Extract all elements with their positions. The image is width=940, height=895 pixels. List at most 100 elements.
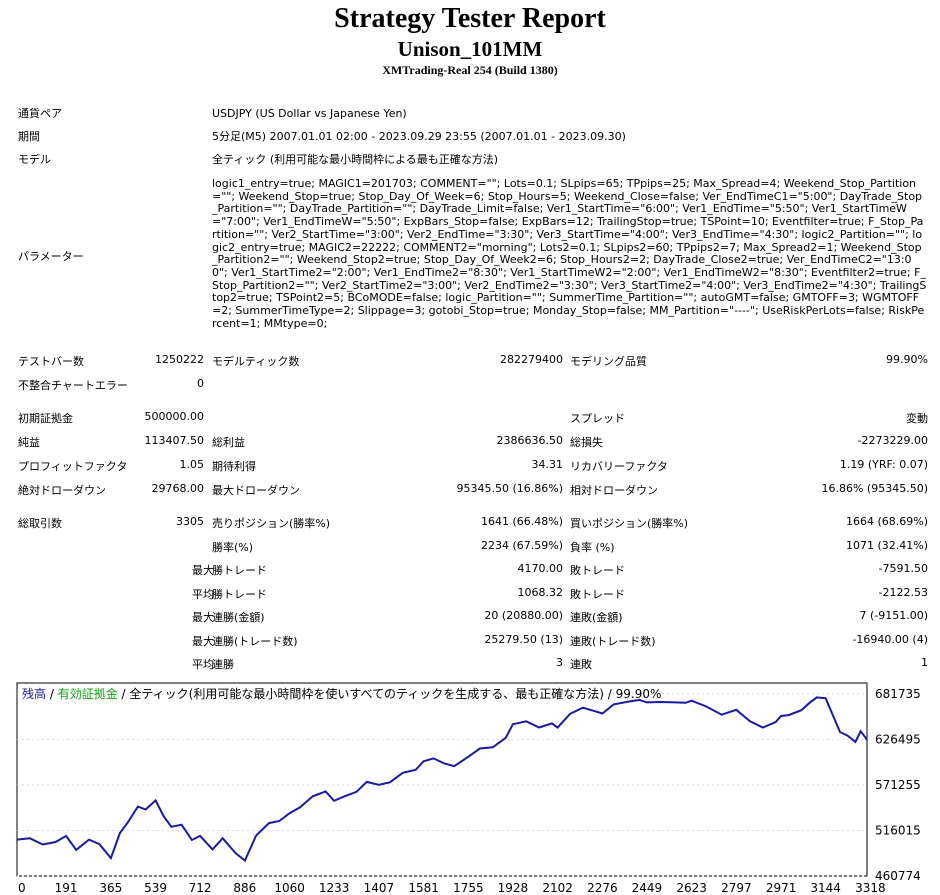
x-tick-label: 712 xyxy=(189,881,212,894)
avg-consec-losses-value: 1 xyxy=(921,656,928,669)
net-profit-value: 113407.50 xyxy=(144,434,205,447)
spread-value: 変動 xyxy=(906,412,928,425)
expected-payoff-value: 34.31 xyxy=(531,458,564,471)
symbol-label: 通貨ペア xyxy=(18,107,62,120)
bars-label: テストバー数 xyxy=(18,355,84,368)
average-loss-label: 敗トレード xyxy=(570,588,625,601)
loss-rate-value: 1071 (32.41%) xyxy=(845,539,928,552)
consec-losses-amount-value: 7 (-9151.00) xyxy=(859,609,928,622)
average-win-label: 勝トレード xyxy=(212,588,267,601)
stats-row-consec-count: 最大 連勝(トレード数) 25279.50 (13) 連敗(トレード数) -16… xyxy=(18,633,928,648)
legend-separator-1: / xyxy=(46,687,58,701)
avg-consec-losses-label: 連敗 xyxy=(570,658,592,671)
total-trades-label: 総取引数 xyxy=(18,517,62,530)
recovery-factor-label: リカバリーファクタ xyxy=(570,460,668,473)
stats-row-winrate: 勝率(%) 2234 (67.59%) 負率 (%) 1071 (32.41%) xyxy=(18,539,928,554)
x-tick-label: 2797 xyxy=(721,881,752,894)
stats-row-drawdown: 絶対ドローダウン 29768.00 最大ドローダウン 95345.50 (16.… xyxy=(18,482,928,497)
stats-row-largest: 最大 勝トレード 4170.00 敗トレード -7591.50 xyxy=(18,562,928,577)
plot-frame xyxy=(16,682,868,877)
server-build: XMTrading-Real 254 (Build 1380) xyxy=(382,63,558,77)
largest-win-label: 勝トレード xyxy=(212,564,267,577)
net-profit-label: 純益 xyxy=(18,436,40,449)
x-tick-label: 191 xyxy=(55,881,78,894)
report-header: Strategy Tester Report Unison_101MM XMTr… xyxy=(0,2,940,78)
x-tick-label: 1060 xyxy=(274,881,305,894)
params-label: パラメーター xyxy=(18,250,84,263)
x-tick-label: 1233 xyxy=(319,881,350,894)
abs-drawdown-value: 29768.00 xyxy=(151,482,205,495)
average-loss-value: -2122.53 xyxy=(878,586,928,599)
gross-profit-label: 総利益 xyxy=(212,436,245,449)
consec-losses-amount-label: 連敗(金額) xyxy=(570,611,623,624)
consec-losses-count-value: -16940.00 (4) xyxy=(852,633,928,646)
report-title: Strategy Tester Report xyxy=(334,3,606,34)
spread-label: スプレッド xyxy=(570,412,625,425)
model-label: モデル xyxy=(18,153,51,166)
profit-factor-value: 1.05 xyxy=(179,458,205,471)
model-value: 全ティック (利用可能な最小時間枠による最も正確な方法) xyxy=(212,153,499,166)
legend-balance: 残高 xyxy=(22,686,46,701)
x-tick-label: 2276 xyxy=(587,881,618,894)
balance-chart-svg: 681735 626495 571255 516015 460774 0 191 365 53… xyxy=(16,682,921,895)
balance-chart: 681735 626495 571255 516015 460774 0 191 365 53… xyxy=(16,682,936,895)
max-consec-count-prefix: 最大 xyxy=(192,635,214,648)
deposit-value: 500000.00 xyxy=(144,410,205,423)
stats-row-profit: 純益 113407.50 総利益 2386636.50 総損失 -2273229… xyxy=(18,434,928,449)
ticks-value: 282279400 xyxy=(500,353,563,366)
largest-win-value: 4170.00 xyxy=(517,562,564,575)
x-tick-label: 0 xyxy=(18,881,26,894)
x-tick-label: 886 xyxy=(233,881,256,894)
max-consec-amount-prefix: 最大 xyxy=(192,611,214,624)
gross-loss-value: -2273229.00 xyxy=(857,434,928,447)
stats-row-consec-amount: 最大 連勝(金額) 20 (20880.00) 連敗(金額) 7 (-9151.… xyxy=(18,609,928,624)
period-label: 期間 xyxy=(18,130,40,143)
expected-payoff-label: 期待利得 xyxy=(212,460,256,473)
y-tick-label: 681735 xyxy=(875,687,921,701)
x-tick-label: 2971 xyxy=(766,881,797,894)
x-tick-label: 2623 xyxy=(676,881,707,894)
stats-row-average: 平均 勝トレード 1068.32 敗トレード -2122.53 xyxy=(18,586,928,601)
x-tick-label: 1581 xyxy=(408,881,439,894)
y-axis-ticks: 681735 626495 571255 516015 460774 xyxy=(875,687,921,883)
x-tick-label: 3144 xyxy=(810,881,841,894)
average-win-value: 1068.32 xyxy=(517,586,564,599)
average-prefix: 平均 xyxy=(192,588,214,601)
balance-series-line xyxy=(16,696,868,863)
x-tick-label: 365 xyxy=(99,881,122,894)
x-tick-label: 2449 xyxy=(632,881,663,894)
y-tick-label: 626495 xyxy=(875,732,921,746)
x-tick-label: 539 xyxy=(144,881,167,894)
x-tick-label: 3318 xyxy=(855,881,886,894)
errors-value: 0 xyxy=(197,377,204,390)
long-positions-label: 買いポジション(勝率%) xyxy=(570,517,689,530)
quality-value: 99.90% xyxy=(886,353,928,366)
y-tick-label: 460774 xyxy=(875,869,921,883)
total-trades-value: 3305 xyxy=(176,515,204,528)
rel-drawdown-value: 16.86% (95345.50) xyxy=(821,482,928,495)
x-tick-label: 1407 xyxy=(364,881,395,894)
max-drawdown-value: 95345.50 (16.86%) xyxy=(456,482,563,495)
x-tick-label: 1755 xyxy=(453,881,484,894)
largest-loss-label: 敗トレード xyxy=(570,564,625,577)
symbol-value: USDJPY (US Dollar vs Japanese Yen) xyxy=(212,107,407,120)
short-positions-value: 1641 (66.48%) xyxy=(480,515,563,528)
stats-row-deposit: 初期証拠金 500000.00 スプレッド 変動 xyxy=(18,410,928,425)
stats-row-bars: テストバー数 1250222 モデルティック数 282279400 モデリング品… xyxy=(18,353,928,368)
deposit-label: 初期証拠金 xyxy=(18,412,73,425)
stats-row-trades: 総取引数 3305 売りポジション(勝率%) 1641 (66.48%) 買いポ… xyxy=(18,515,928,530)
stats-row-factor: プロフィットファクタ 1.05 期待利得 34.31 リカバリーファクタ 1.1… xyxy=(18,458,928,473)
avg-consec-wins-value: 3 xyxy=(556,656,563,669)
legend-separator-2: / xyxy=(118,687,130,701)
params-value: logic1_entry=true; MAGIC1=201703; COMMEN… xyxy=(212,177,927,330)
profit-factor-label: プロフィットファクタ xyxy=(18,460,128,473)
stats-row-errors: 不整合チャートエラー 0 xyxy=(18,377,928,392)
gross-loss-label: 総損失 xyxy=(570,436,603,449)
legend-model: 全ティック(利用可能な最小時間枠を使いすべてのティックを生成する、最も正確な方法… xyxy=(129,686,661,701)
consec-wins-count-label: 連勝(トレード数) xyxy=(212,635,298,648)
loss-rate-label: 負率 (%) xyxy=(570,541,615,554)
consec-wins-count-value: 25279.50 (13) xyxy=(484,633,563,646)
win-rate-value: 2234 (67.59%) xyxy=(480,539,563,552)
errors-label: 不整合チャートエラー xyxy=(18,379,128,392)
chart-grid xyxy=(17,693,867,877)
